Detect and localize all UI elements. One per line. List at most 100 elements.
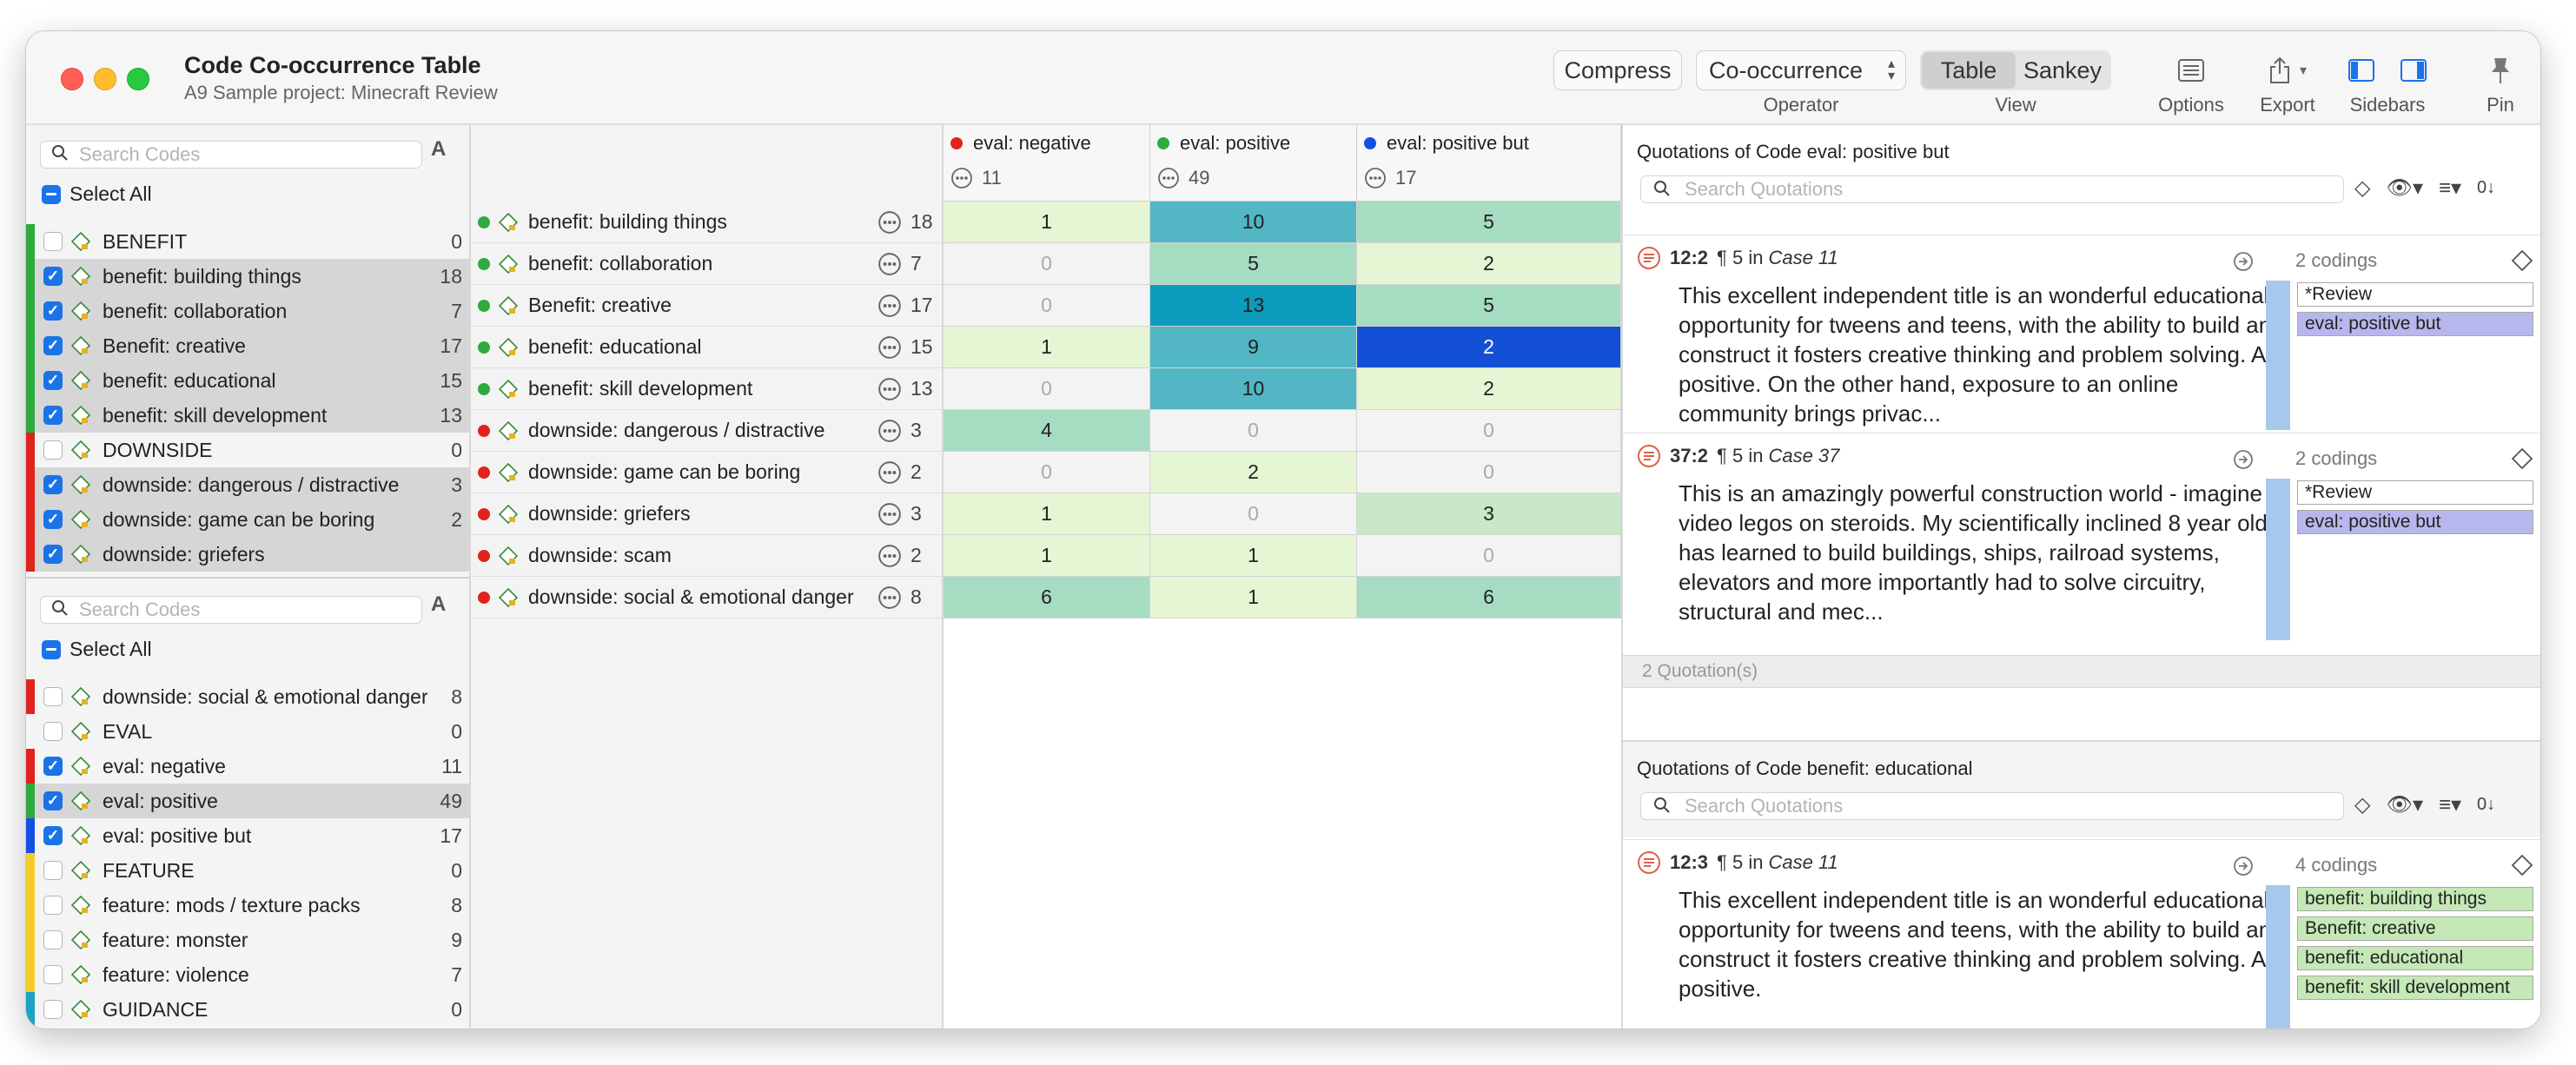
coding-tag[interactable]: *Review <box>2297 480 2533 505</box>
code-checkbox[interactable] <box>43 336 63 355</box>
compress-button[interactable]: Compress <box>1553 50 1682 90</box>
code-list-item[interactable]: benefit: building things 18 <box>26 259 469 294</box>
matrix-cell[interactable]: 5 <box>1357 285 1621 327</box>
minimize-window-button[interactable] <box>94 68 116 90</box>
code-list-item[interactable]: downside: griefers <box>26 537 469 572</box>
code-list-item[interactable]: eval: negative 11 <box>26 749 469 784</box>
code-list-item[interactable]: feature: monster 9 <box>26 923 469 957</box>
matrix-cell[interactable]: 13 <box>1150 285 1357 327</box>
matrix-cell[interactable]: 9 <box>1150 327 1357 368</box>
matrix-row-header[interactable]: benefit: skill development 13 <box>471 368 942 410</box>
column-select-all[interactable]: Select All <box>42 638 152 661</box>
matrix-cell[interactable]: 6 <box>944 577 1150 618</box>
matrix-cell[interactable]: 3 <box>1357 493 1621 535</box>
matrix-cell[interactable]: 0 <box>1357 452 1621 493</box>
matrix-row-header[interactable]: benefit: building things 18 <box>471 202 942 243</box>
matrix-row-header[interactable]: downside: griefers 3 <box>471 493 942 535</box>
code-list-item[interactable]: benefit: collaboration 7 <box>26 294 469 328</box>
export-button[interactable]: ▾ <box>2257 50 2318 90</box>
code-list-item[interactable]: EVAL 0 <box>26 714 469 749</box>
coding-tag[interactable]: Benefit: creative <box>2297 916 2533 941</box>
matrix-row-header[interactable]: downside: game can be boring 2 <box>471 452 942 493</box>
matrix-cell[interactable]: 10 <box>1150 368 1357 410</box>
code-list-item[interactable]: downside: game can be boring 2 <box>26 502 469 537</box>
code-checkbox[interactable] <box>43 232 63 251</box>
code-list-item[interactable]: Benefit: creative 17 <box>26 328 469 363</box>
matrix-cell[interactable]: 0 <box>944 368 1150 410</box>
sort-icon[interactable]: 0↓ <box>2477 178 2496 197</box>
matrix-cell[interactable]: 0 <box>1357 410 1621 452</box>
matrix-row-header[interactable]: benefit: educational 15 <box>471 327 942 368</box>
coding-tag[interactable]: eval: positive but <box>2297 510 2533 534</box>
matrix-row-header[interactable]: benefit: collaboration 7 <box>471 243 942 285</box>
matrix-cell[interactable]: 10 <box>1150 202 1357 243</box>
matrix-cell[interactable]: 2 <box>1357 368 1621 410</box>
code-list-item[interactable]: eval: positive but 17 <box>26 818 469 853</box>
code-checkbox[interactable] <box>43 687 63 706</box>
matrix-cell[interactable]: 6 <box>1357 577 1621 618</box>
matrix-cell[interactable]: 1 <box>944 327 1150 368</box>
code-list-item[interactable]: downside: social & emotional danger 8 <box>26 679 469 714</box>
code-checkbox[interactable] <box>43 896 63 915</box>
matrix-cell[interactable]: 1 <box>944 535 1150 577</box>
quotation-item[interactable]: 12:2 ¶ 5 in Case 11 2 codings This excellent… <box>1623 235 2540 433</box>
code-checkbox[interactable] <box>43 301 63 321</box>
row-codes-search-input[interactable]: Search Codes <box>40 141 422 169</box>
matrix-cell[interactable]: 1 <box>944 202 1150 243</box>
code-checkbox[interactable] <box>43 791 63 810</box>
go-to-quotation-icon[interactable] <box>2233 449 2254 470</box>
close-window-button[interactable] <box>61 68 83 90</box>
code-list-item[interactable]: feature: mods / texture packs 8 <box>26 888 469 923</box>
matrix-row-header[interactable]: downside: social & emotional danger 8 <box>471 577 942 618</box>
code-list-item[interactable]: downside: dangerous / distractive 3 <box>26 467 469 502</box>
code-checkbox[interactable] <box>43 267 63 286</box>
code-list-item[interactable]: DOWNSIDE 0 <box>26 433 469 467</box>
code-checkbox[interactable] <box>43 440 63 460</box>
code-list-item[interactable]: benefit: skill development 13 <box>26 398 469 433</box>
matrix-column-header[interactable]: eval: positive but 17 <box>1357 125 1621 202</box>
coding-tag[interactable]: eval: positive but <box>2297 312 2533 336</box>
code-list-item[interactable]: eval: positive 49 <box>26 784 469 818</box>
view-table-segment[interactable]: Table <box>1922 52 2016 89</box>
matrix-cell[interactable]: 0 <box>1150 410 1357 452</box>
matrix-cell[interactable]: 0 <box>1357 535 1621 577</box>
code-checkbox[interactable] <box>43 757 63 776</box>
code-checkbox[interactable] <box>43 406 63 425</box>
code-checkbox[interactable] <box>43 861 63 880</box>
coding-tag[interactable]: benefit: skill development <box>2297 976 2533 1000</box>
coding-tag[interactable]: *Review <box>2297 282 2533 307</box>
code-checkbox[interactable] <box>43 371 63 390</box>
right-sidebar-toggle[interactable] <box>2398 50 2429 90</box>
matrix-cell[interactable]: 0 <box>1150 493 1357 535</box>
matrix-cell[interactable]: 0 <box>944 452 1150 493</box>
matrix-cell[interactable]: 2 <box>1150 452 1357 493</box>
code-list-item[interactable]: guidance: no recommendation1 <box>26 1027 469 1029</box>
matrix-cell[interactable]: 2 <box>1357 327 1621 368</box>
matrix-cell[interactable]: 1 <box>1150 577 1357 618</box>
view-sankey-segment[interactable]: Sankey <box>2023 56 2103 83</box>
code-list-item[interactable]: benefit: educational 15 <box>26 363 469 398</box>
matrix-cell[interactable]: 2 <box>1357 243 1621 285</box>
go-to-quotation-icon[interactable] <box>2233 856 2254 876</box>
matrix-row-header[interactable]: downside: dangerous / distractive 3 <box>471 410 942 452</box>
code-checkbox[interactable] <box>43 722 63 741</box>
column-select-all-checkbox[interactable] <box>42 639 61 659</box>
code-list-item[interactable]: feature: violence 7 <box>26 957 469 992</box>
sort-az-icon[interactable]: A <box>431 137 447 161</box>
row-select-all-checkbox[interactable] <box>42 184 61 204</box>
code-diamond-icon[interactable] <box>2511 854 2533 876</box>
coding-tag[interactable]: benefit: educational <box>2297 946 2533 970</box>
eye-visibility-icon[interactable]: 👁︎▾ <box>2386 793 2423 817</box>
matrix-cell[interactable]: 1 <box>1150 535 1357 577</box>
matrix-column-header[interactable]: eval: positive 49 <box>1150 125 1357 202</box>
quotation-item[interactable]: 37:2 ¶ 5 in Case 37 2 codings This is an ama… <box>1623 433 2540 644</box>
quotation-item[interactable]: 12:3 ¶ 5 in Case 11 4 codings This excellent… <box>1623 839 2540 1029</box>
operator-select[interactable]: Co-occurrence ▴ ▾ <box>1696 50 1906 90</box>
code-checkbox[interactable] <box>43 510 63 529</box>
options-button[interactable] <box>2174 50 2208 90</box>
code-diamond-icon[interactable] <box>2511 249 2533 272</box>
code-list-item[interactable]: GUIDANCE 0 <box>26 992 469 1027</box>
code-diamond-icon[interactable]: ◇ <box>2354 793 2371 817</box>
list-options-icon[interactable]: ≡▾ <box>2438 176 2462 200</box>
column-codes-search-input[interactable]: Search Codes <box>40 596 422 624</box>
